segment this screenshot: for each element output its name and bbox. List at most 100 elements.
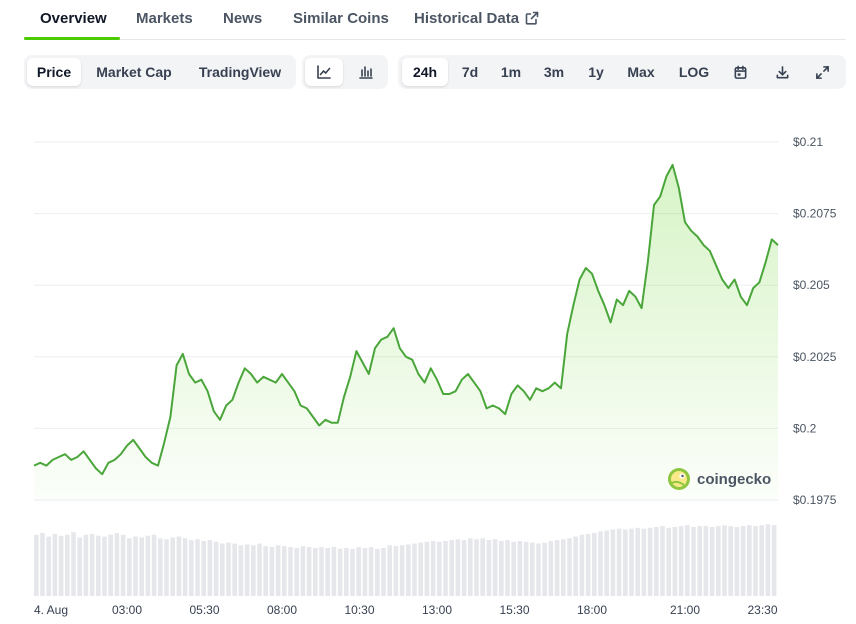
volume-bar	[654, 526, 659, 596]
chart-type-group: Price Market Cap TradingView	[24, 55, 296, 89]
tab-news[interactable]: News	[223, 10, 263, 27]
x-tick-label: 18:00	[577, 603, 607, 617]
volume-bar	[672, 526, 678, 596]
volume-bar	[604, 530, 609, 596]
top-nav: Overview Markets News Similar Coins Hist…	[24, 0, 846, 40]
candlestick-button[interactable]	[347, 58, 385, 86]
volume-bar	[102, 536, 107, 596]
volume-bar	[517, 540, 523, 596]
volume-bar	[182, 538, 188, 596]
volume-bar	[660, 526, 665, 596]
fullscreen-icon	[815, 65, 829, 79]
volume-bar	[170, 537, 175, 596]
volume-bar	[257, 543, 262, 596]
volume-bar	[759, 525, 764, 596]
volume-bar	[269, 547, 275, 596]
tab-overview[interactable]: Overview	[40, 10, 107, 27]
date-picker-button[interactable]	[724, 58, 756, 86]
x-tick-label: 08:00	[267, 603, 297, 617]
volume-bar	[226, 542, 231, 596]
volume-bar	[629, 528, 634, 596]
x-tick-label: 15:30	[499, 603, 529, 617]
volume-bar	[288, 547, 293, 596]
tab-markets[interactable]: Markets	[136, 10, 193, 27]
tradingview-tab[interactable]: TradingView	[198, 64, 282, 80]
volume-bar	[641, 528, 647, 596]
volume-bar	[319, 547, 324, 596]
price-chart[interactable]: $0.21 $0.2075 $0.205 $0.2025 $0.2 $0.1975 4. …	[0, 100, 856, 624]
y-tick-label: $0.2025	[793, 350, 837, 364]
external-link-icon	[525, 11, 539, 25]
volume-bar	[96, 535, 101, 596]
volume-bar	[158, 538, 163, 596]
range-24h[interactable]: 24h	[402, 58, 448, 86]
download-button[interactable]	[766, 58, 798, 86]
volume-bar	[716, 526, 721, 596]
volume-bar	[616, 528, 622, 596]
volume-bar	[647, 527, 653, 596]
range-3m[interactable]: 3m	[543, 64, 565, 80]
volume-bar	[598, 531, 603, 596]
volume-bar	[505, 540, 510, 596]
price-tab[interactable]: Price	[27, 58, 81, 86]
volume-bar	[523, 541, 529, 596]
volume-bar	[232, 543, 237, 596]
line-chart-button[interactable]	[305, 58, 343, 86]
range-1y[interactable]: 1y	[588, 64, 604, 80]
volume-bar	[213, 541, 219, 596]
volume-bar	[300, 546, 306, 596]
volume-bar	[635, 527, 640, 596]
tab-similar-coins[interactable]: Similar Coins	[293, 10, 389, 27]
coingecko-watermark: coingecko	[668, 468, 771, 490]
range-max[interactable]: Max	[627, 64, 655, 80]
volume-bar	[368, 547, 374, 596]
volume-bar	[362, 547, 368, 596]
range-1m[interactable]: 1m	[500, 64, 522, 80]
volume-bar	[499, 540, 504, 596]
y-tick-label: $0.2075	[793, 207, 837, 221]
x-tick-label: 4. Aug	[34, 603, 68, 617]
x-tick-label: 13:00	[422, 603, 452, 617]
volume-bar	[573, 536, 578, 596]
volume-bar	[133, 536, 138, 596]
volume-bar	[592, 533, 597, 596]
volume-bar	[108, 534, 113, 596]
log-toggle[interactable]: LOG	[678, 64, 710, 80]
volume-bar	[337, 548, 343, 596]
volume-bar	[120, 534, 126, 596]
tab-historical-data[interactable]: Historical Data	[414, 10, 539, 27]
volume-bar	[325, 547, 330, 596]
volume-bar	[697, 526, 702, 596]
volume-bar	[740, 526, 746, 596]
volume-bar	[189, 540, 194, 596]
market-cap-tab[interactable]: Market Cap	[96, 64, 172, 80]
volume-bar	[536, 543, 541, 596]
volume-bar	[474, 539, 479, 596]
volume-bar	[65, 534, 70, 596]
volume-bar	[666, 527, 671, 596]
volume-bar	[238, 545, 244, 596]
volume-bar	[765, 524, 771, 596]
volume-bar	[89, 533, 95, 596]
volume-bar	[554, 540, 560, 596]
volume-bar	[34, 534, 39, 596]
volume-bar	[461, 540, 467, 596]
volume-bar	[734, 526, 740, 596]
y-tick-label: $0.1975	[793, 493, 837, 507]
volume-bar	[492, 539, 498, 596]
y-tick-label: $0.205	[793, 278, 830, 292]
download-icon	[776, 65, 788, 78]
x-tick-label: 21:00	[670, 603, 700, 617]
volume-bar	[46, 536, 51, 596]
volume-bar	[430, 540, 436, 596]
fullscreen-button[interactable]	[806, 58, 838, 86]
volume-bar	[344, 547, 349, 596]
y-tick-label: $0.21	[793, 135, 823, 149]
volume-bar	[623, 529, 628, 596]
volume-bar	[244, 544, 250, 596]
watermark-text: coingecko	[697, 471, 771, 488]
x-tick-label: 10:30	[344, 603, 374, 617]
volume-bar	[275, 545, 281, 596]
volume-bar	[220, 543, 225, 596]
range-7d[interactable]: 7d	[461, 64, 479, 80]
